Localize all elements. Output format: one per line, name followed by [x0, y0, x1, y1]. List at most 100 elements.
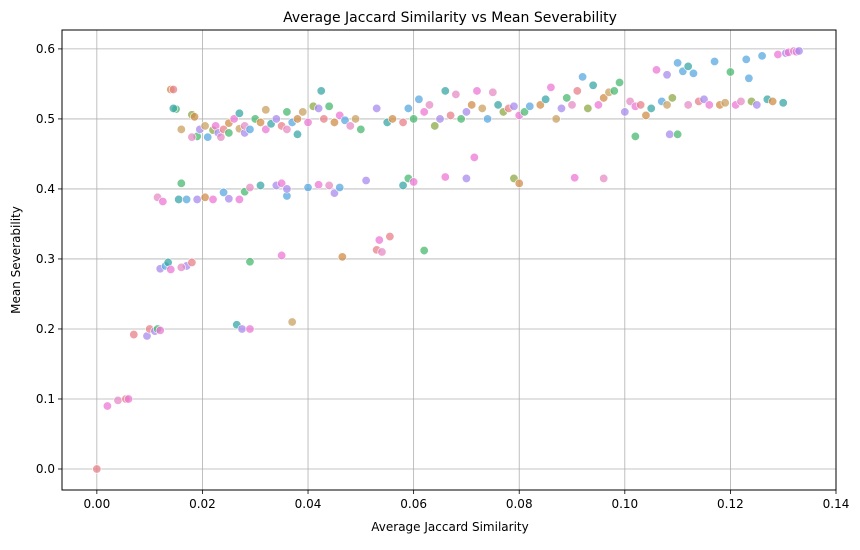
scatter-point — [451, 89, 461, 99]
scatter-point — [519, 107, 529, 117]
scatter-point — [282, 184, 292, 194]
scatter-point — [609, 86, 619, 96]
y-axis-ticks: 0.0 0.1 0.2 0.3 0.4 0.5 0.6 — [36, 42, 62, 476]
scatter-point — [168, 103, 178, 113]
scatter-point — [562, 93, 572, 103]
scatter-point — [324, 180, 334, 190]
scatter-point — [356, 124, 366, 134]
scatter-point — [546, 82, 556, 92]
scatter-point — [340, 115, 350, 125]
scatter-point — [256, 180, 266, 190]
scatter-point — [168, 85, 178, 95]
scatter-point — [200, 192, 210, 202]
scatter-point — [261, 124, 271, 134]
scatter-point — [398, 117, 408, 127]
scatter-point — [129, 330, 139, 340]
plot-frame — [61, 29, 837, 491]
scatter-point — [641, 110, 651, 120]
scatter-point — [187, 132, 197, 142]
scatter-points — [92, 46, 804, 474]
scatter-point — [303, 183, 313, 193]
scatter-point — [166, 264, 176, 274]
x-tick-label: 0.00 — [83, 497, 110, 511]
scatter-point — [572, 86, 582, 96]
scatter-point — [673, 129, 683, 139]
scatter-point — [155, 325, 165, 335]
scatter-point — [182, 194, 192, 204]
y-axis-label: Mean Severability — [9, 206, 23, 314]
scatter-point — [337, 252, 347, 262]
scatter-point — [757, 51, 767, 61]
scatter-point — [567, 100, 577, 110]
scatter-point — [483, 114, 493, 124]
x-axis-label: Average Jaccard Similarity — [371, 520, 528, 534]
scatter-point — [345, 121, 355, 131]
scatter-point — [419, 246, 429, 256]
scatter-point — [440, 172, 450, 182]
scatter-point — [725, 67, 735, 77]
scatter-point — [720, 98, 730, 108]
scatter-point — [314, 103, 324, 113]
scatter-point — [174, 194, 184, 204]
y-tick-label: 0.4 — [36, 182, 55, 196]
y-tick-label: 0.1 — [36, 392, 55, 406]
scatter-point — [768, 96, 778, 106]
y-tick-label: 0.6 — [36, 42, 55, 56]
scatter-point — [593, 100, 603, 110]
scatter-point — [287, 317, 297, 327]
scatter-point — [430, 121, 440, 131]
scatter-point — [176, 124, 186, 134]
scatter-point — [256, 117, 266, 127]
scatter-point — [277, 250, 287, 260]
scatter-point — [113, 395, 123, 405]
scatter-point — [324, 101, 334, 111]
scatter-point — [472, 86, 482, 96]
scatter-point — [219, 187, 229, 197]
scatter-point — [620, 107, 630, 117]
scatter-point — [662, 70, 672, 80]
chart-title: Average Jaccard Similarity vs Mean Sever… — [283, 10, 617, 26]
scatter-point — [570, 173, 580, 183]
scatter-point — [102, 401, 112, 411]
scatter-point — [588, 80, 598, 90]
scatter-point — [699, 94, 709, 104]
scatter-point — [514, 178, 524, 188]
scatter-point — [688, 68, 698, 78]
scatter-point — [200, 121, 210, 131]
scatter-point — [361, 176, 371, 186]
grid-lines — [62, 30, 837, 490]
scatter-point — [282, 107, 292, 117]
y-tick-label: 0.3 — [36, 252, 55, 266]
scatter-point — [673, 58, 683, 68]
y-tick-label: 0.0 — [36, 462, 55, 476]
scatter-point — [461, 173, 471, 183]
scatter-point — [92, 464, 102, 474]
scatter-point — [385, 232, 395, 242]
scatter-point — [372, 103, 382, 113]
scatter-point — [277, 178, 287, 188]
scatter-point — [216, 132, 226, 142]
scatter-point — [778, 98, 788, 108]
scatter-point — [292, 129, 302, 139]
scatter-point — [741, 54, 751, 64]
y-tick-label: 0.5 — [36, 112, 55, 126]
scatter-point — [467, 100, 477, 110]
scatter-point — [446, 110, 456, 120]
scatter-point — [551, 114, 561, 124]
scatter-point — [794, 46, 804, 56]
scatter-point — [599, 173, 609, 183]
scatter-point — [187, 257, 197, 267]
scatter-point — [192, 194, 202, 204]
scatter-point — [704, 100, 714, 110]
scatter-point — [744, 73, 754, 83]
scatter-point — [599, 93, 609, 103]
scatter-point — [303, 117, 313, 127]
scatter-point — [335, 183, 345, 193]
scatter-point — [388, 114, 398, 124]
scatter-point — [229, 114, 239, 124]
scatter-point — [190, 112, 200, 122]
scatter-point — [456, 114, 466, 124]
scatter-point — [203, 132, 213, 142]
scatter-point — [419, 107, 429, 117]
scatter-point — [435, 114, 445, 124]
